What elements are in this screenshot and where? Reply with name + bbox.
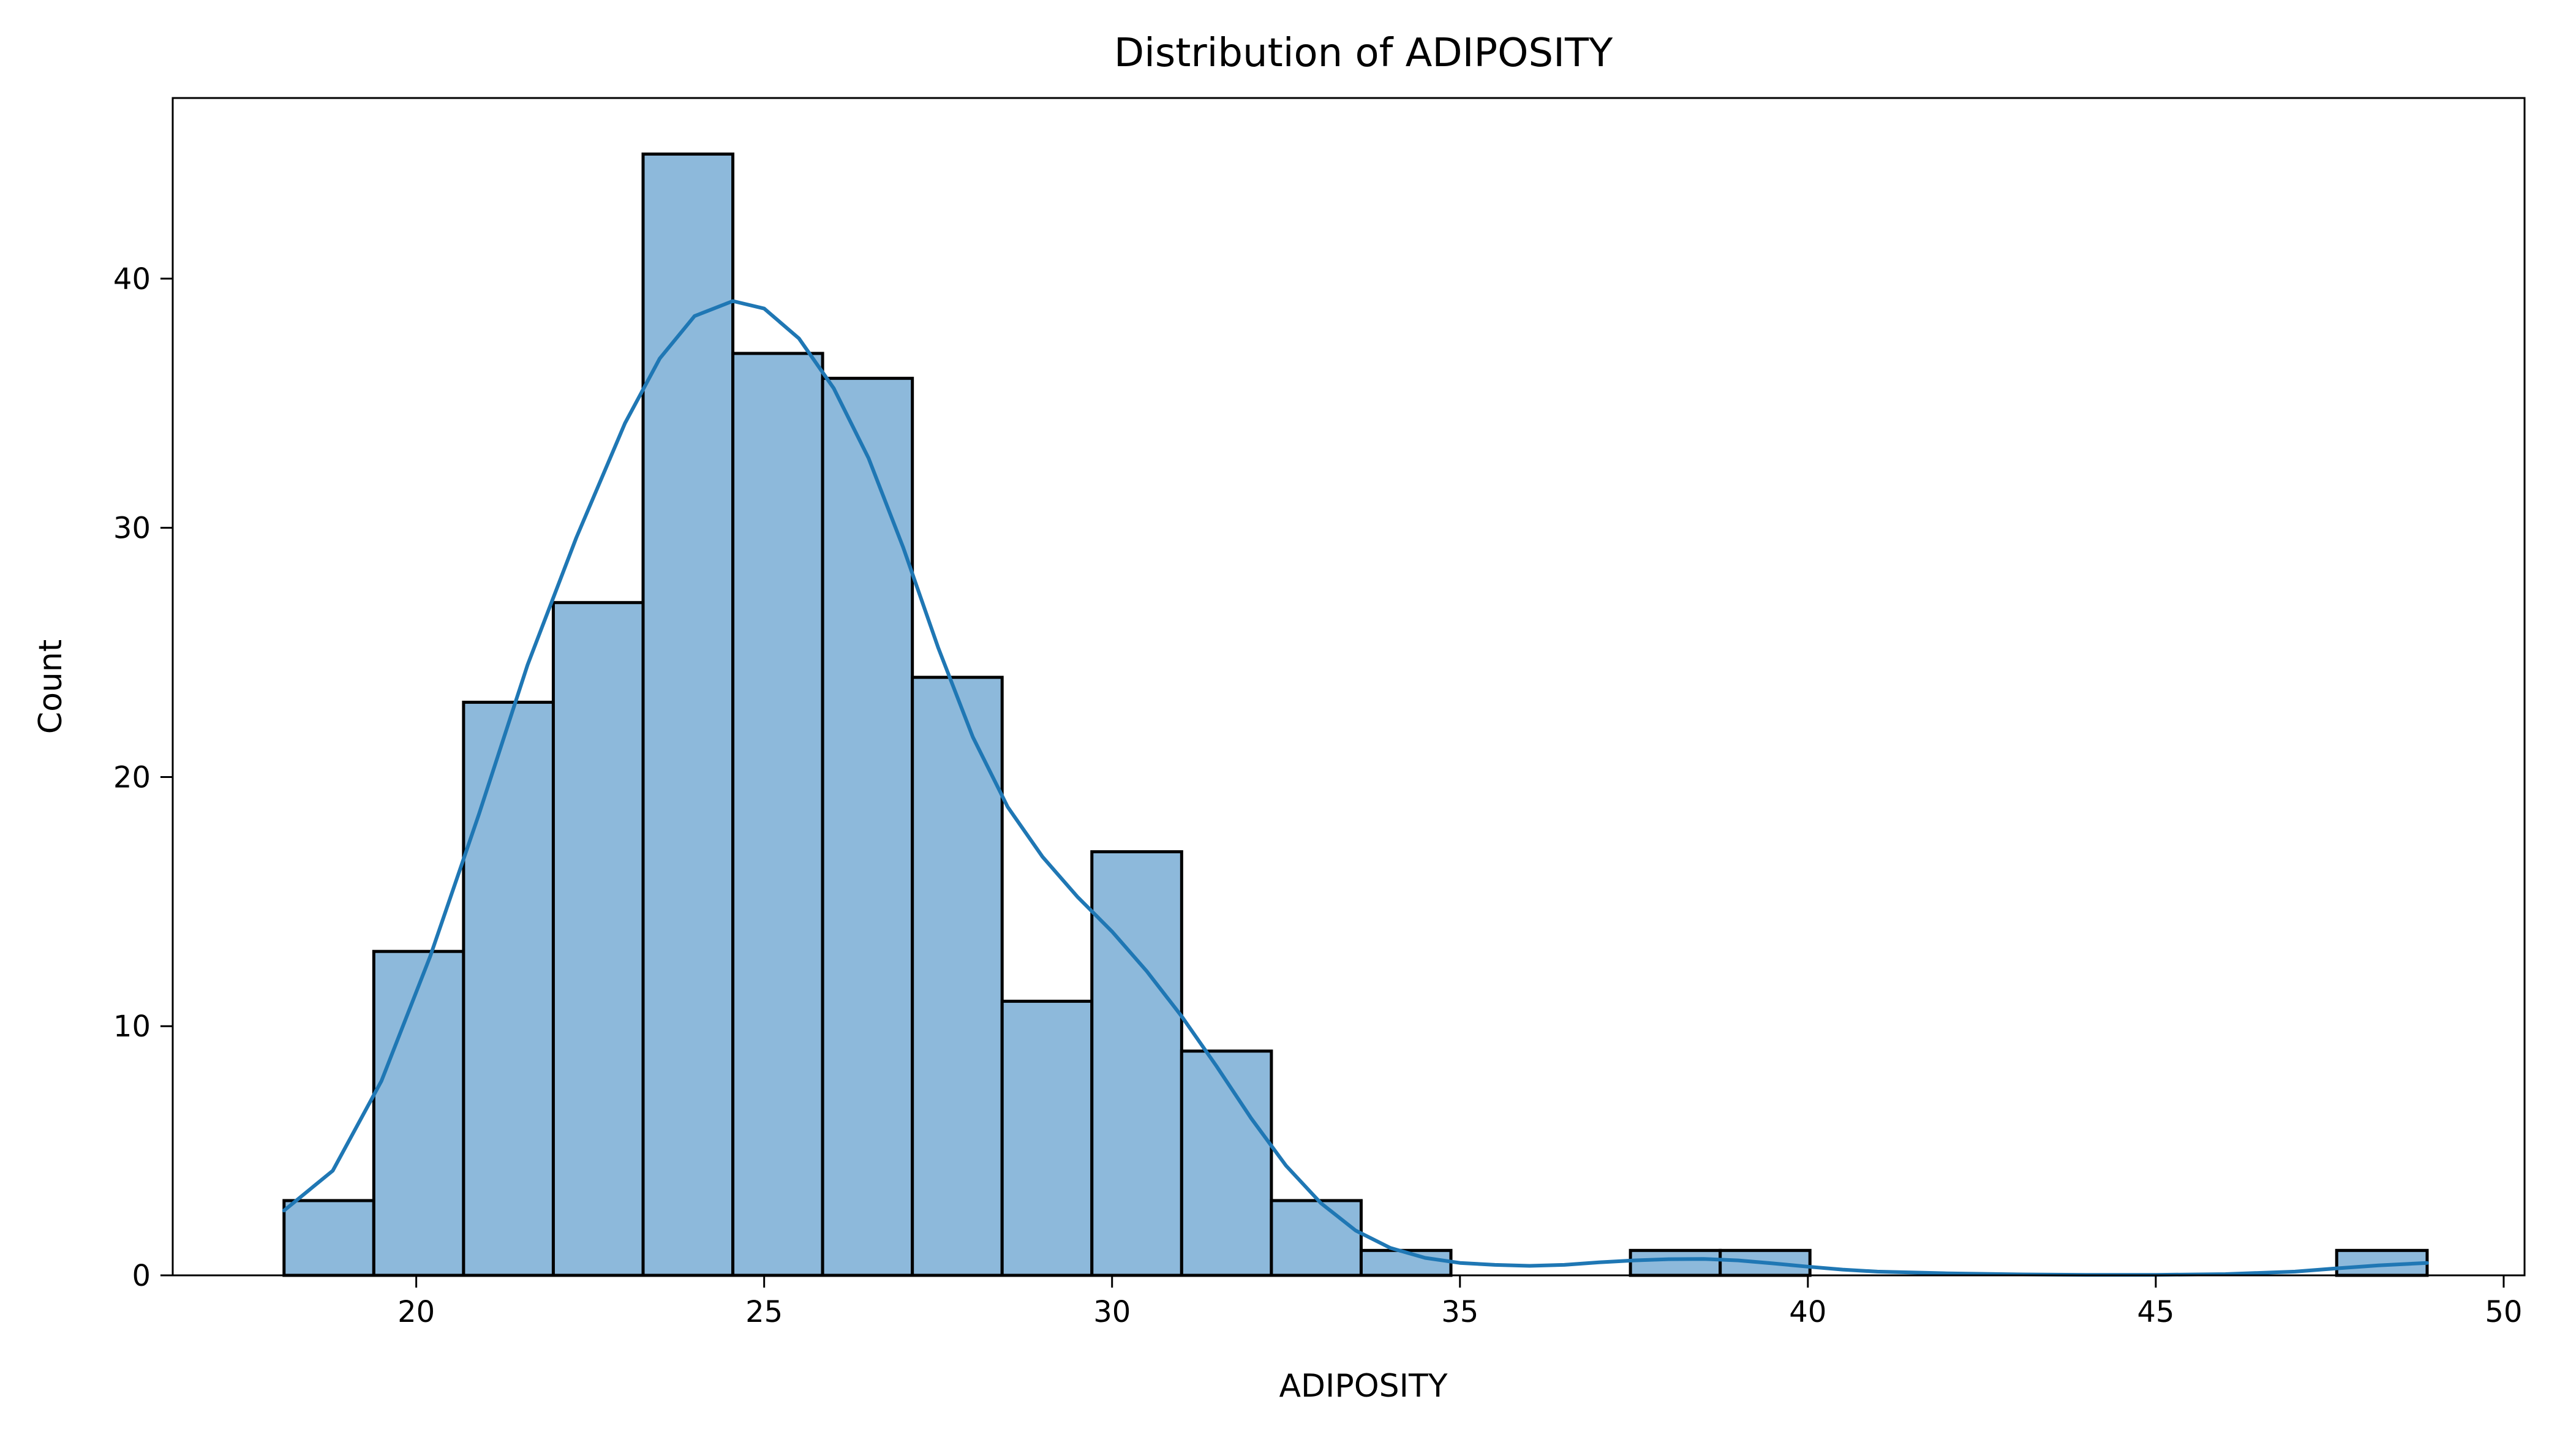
y-tick-label-10: 10: [113, 1009, 151, 1044]
histogram-bar-8: [1000, 1000, 1094, 1277]
plot-frame: [171, 97, 2526, 1277]
x-tick-label-25: 25: [745, 1295, 783, 1329]
histogram-bar-9: [1090, 850, 1183, 1277]
y-axis-label: Count: [32, 640, 69, 734]
kde-line: [282, 299, 2429, 1277]
histogram-bar-11: [1270, 1199, 1363, 1277]
histogram-bar-3: [551, 601, 645, 1277]
x-tick-label-50: 50: [2485, 1295, 2522, 1329]
x-tick-label-40: 40: [1789, 1295, 1826, 1329]
y-tick-label-30: 30: [113, 511, 151, 546]
kde-layer: [282, 299, 2429, 1277]
histogram-bar-6: [821, 377, 914, 1277]
histogram-bar-1: [372, 949, 465, 1277]
histogram-bar-0: [282, 1199, 375, 1277]
y-tick-label-0: 0: [132, 1259, 151, 1293]
x-axis-label: ADIPOSITY: [1279, 1368, 1447, 1405]
x-tick-label-45: 45: [2137, 1295, 2174, 1329]
y-tick-label-20: 20: [113, 760, 151, 794]
y-tick-label-40: 40: [113, 262, 151, 296]
y-axis: 0 10 20 30 40: [113, 262, 173, 1293]
histogram-bar-13: [1629, 1248, 1722, 1277]
x-tick-label-35: 35: [1441, 1295, 1478, 1329]
bars-layer: [282, 153, 2429, 1277]
histogram-bar-7: [911, 676, 1004, 1277]
histogram-bar-2: [462, 700, 555, 1277]
chart-title: Distribution of ADIPOSITY: [1114, 31, 1613, 76]
x-tick-label-20: 20: [397, 1295, 435, 1329]
histogram-bar-10: [1180, 1049, 1273, 1277]
x-axis: 20 25 30 35 40 45 50: [397, 1275, 2522, 1329]
x-tick-label-30: 30: [1093, 1295, 1131, 1329]
histogram-bar-5: [731, 352, 824, 1277]
